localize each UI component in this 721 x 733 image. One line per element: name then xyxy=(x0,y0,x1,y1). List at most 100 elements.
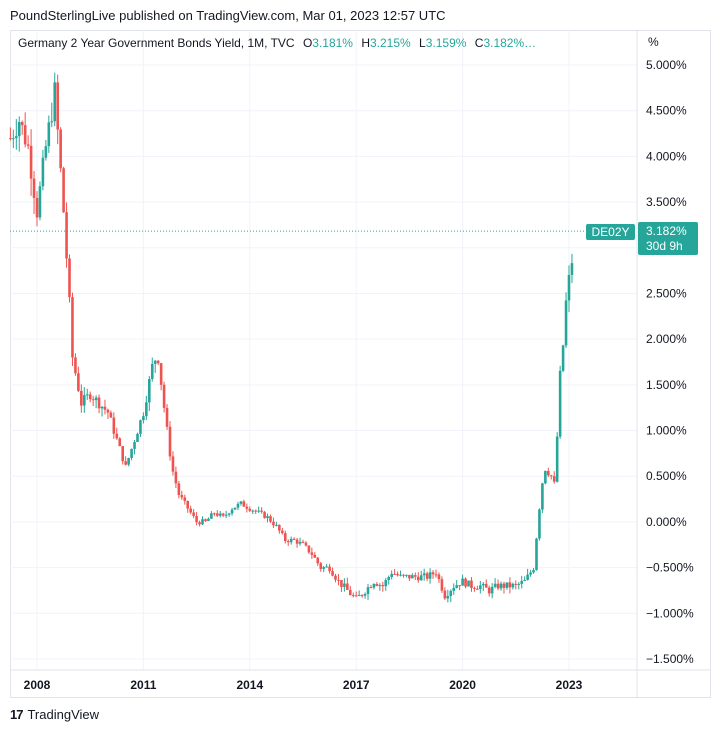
candle-down xyxy=(91,399,95,401)
y-tick-label: −0.500% xyxy=(646,561,694,575)
candle-down xyxy=(464,578,467,587)
x-tick-label: 2023 xyxy=(556,678,583,692)
candle-down xyxy=(393,573,396,575)
y-tick-label: 2.000% xyxy=(646,332,687,346)
legend-low-key: L xyxy=(419,36,426,50)
candle-down xyxy=(307,545,311,553)
candle-up xyxy=(567,274,571,301)
candle-up xyxy=(490,586,494,594)
candle-up xyxy=(544,470,547,484)
tradingview-logo-icon: 17 xyxy=(10,707,24,722)
candle-up xyxy=(461,578,464,586)
x-axis-ticks: 2008 2011 2014 2017 2020 2023 xyxy=(24,678,583,692)
legend-close-key: C xyxy=(474,36,484,50)
candle-down xyxy=(402,574,405,576)
candle-up xyxy=(532,570,535,573)
candle-up xyxy=(384,580,388,587)
candle-up xyxy=(372,584,376,588)
candle-up xyxy=(570,263,574,275)
candle-down xyxy=(195,515,198,523)
candle-down xyxy=(174,471,178,484)
candle-down xyxy=(351,595,355,597)
x-tick-label: 2017 xyxy=(343,678,370,692)
candle-down xyxy=(74,357,77,374)
candle-up xyxy=(428,572,432,579)
candle-down xyxy=(514,583,518,585)
candle-down xyxy=(204,519,207,521)
candle-down xyxy=(215,513,219,516)
candle-up xyxy=(343,583,346,587)
candle-down xyxy=(20,122,24,126)
candle-down xyxy=(337,579,340,581)
candle-up xyxy=(47,122,51,147)
candle-down xyxy=(434,574,438,576)
candle-down xyxy=(476,588,479,590)
candle-up xyxy=(53,82,57,122)
x-tick-label: 2014 xyxy=(236,678,263,692)
candle-up xyxy=(148,379,151,403)
candle-down xyxy=(416,576,420,581)
candle-up xyxy=(153,360,157,364)
publisher-attribution: PoundSterlingLive published on TradingVi… xyxy=(10,8,446,23)
candle-up xyxy=(538,509,541,539)
candle-down xyxy=(286,541,290,543)
y-axis-ticks: 5.000%4.500%4.000%3.500%3.000%2.500%2.00… xyxy=(646,58,694,666)
candle-up xyxy=(133,442,136,449)
candle-up xyxy=(526,574,529,580)
candle-down xyxy=(186,500,190,509)
candle-up xyxy=(523,579,526,581)
candle-up xyxy=(505,582,509,588)
candle-down xyxy=(301,541,305,543)
candle-down xyxy=(283,533,287,542)
candle-up xyxy=(257,510,260,512)
candle-up xyxy=(387,577,391,581)
candle-up xyxy=(363,594,367,596)
y-tick-label: 1.500% xyxy=(646,378,687,392)
candle-down xyxy=(484,583,488,588)
candle-up xyxy=(230,509,234,514)
candle-down xyxy=(340,580,343,587)
candle-down xyxy=(65,212,68,259)
candle-up xyxy=(239,501,243,504)
candle-up xyxy=(218,513,222,516)
price-tag-bg xyxy=(638,222,698,255)
y-tick-label: 4.500% xyxy=(646,104,687,118)
candle-up xyxy=(210,513,213,519)
candle-up xyxy=(130,448,133,459)
candle-down xyxy=(192,512,195,516)
candle-down xyxy=(304,542,308,546)
candle-up xyxy=(142,416,145,421)
candle-up xyxy=(325,566,328,568)
candle-down xyxy=(346,583,349,590)
legend-close-value: 3.182%… xyxy=(483,36,537,50)
candle-up xyxy=(85,394,89,396)
y-tick-label: 4.000% xyxy=(646,149,687,163)
candle-down xyxy=(440,579,444,591)
chart-legend[interactable]: Germany 2 Year Government Bonds Yield, 1… xyxy=(18,36,536,50)
candle-down xyxy=(272,521,275,526)
candle-up xyxy=(535,538,538,571)
x-tick-label: 2011 xyxy=(130,678,156,692)
candle-up xyxy=(322,567,325,569)
candle-up xyxy=(558,370,562,437)
candle-up xyxy=(94,397,98,401)
candle-down xyxy=(59,129,62,169)
candle-up xyxy=(275,524,278,526)
candle-up xyxy=(224,514,228,516)
candle-down xyxy=(458,585,461,587)
candle-up xyxy=(479,585,482,590)
footer[interactable]: 17 TradingView xyxy=(10,707,99,722)
y-tick-label: 3.500% xyxy=(646,195,687,209)
candle-down xyxy=(381,585,385,587)
candle-up xyxy=(499,583,503,589)
candle-up xyxy=(449,590,453,596)
price-tag[interactable]: DE02Y 3.182% 30d 9h xyxy=(586,222,698,255)
x-tick-label: 2020 xyxy=(449,678,476,692)
symbol-tag-text: DE02Y xyxy=(591,225,629,239)
candle-up xyxy=(390,573,393,578)
candle-down xyxy=(171,456,175,472)
candle-up xyxy=(266,516,269,519)
price-unit-label: % xyxy=(648,35,659,49)
candle-up xyxy=(541,483,544,510)
